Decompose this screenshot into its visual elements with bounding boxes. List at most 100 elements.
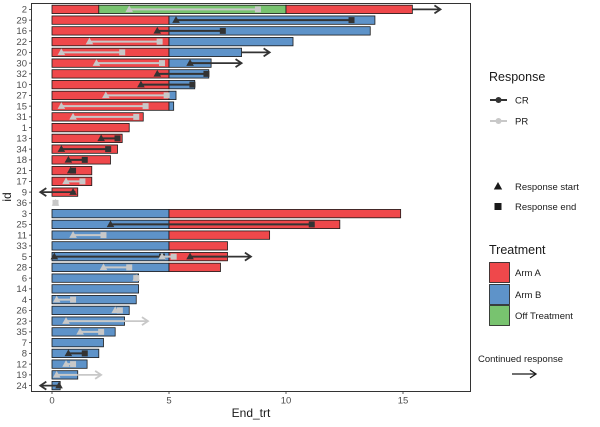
legend-arm-b-label: Arm B [515, 290, 541, 301]
response-start-18-0 [64, 155, 73, 163]
response-start-8-0 [64, 349, 73, 357]
y-tick-label-9: 9 [22, 187, 27, 198]
y-tick-label-14: 14 [16, 284, 27, 295]
response-end-28-0 [126, 264, 133, 271]
row-18 [51, 155, 111, 165]
y-tick-label-11: 11 [17, 230, 27, 241]
row-19 [51, 370, 103, 380]
response-start-31-0 [69, 112, 77, 120]
response-start-4-0 [52, 295, 61, 303]
response-end-20-0 [119, 49, 126, 56]
response-start-11-0 [69, 231, 77, 238]
bar-6-seg-0 [51, 273, 139, 283]
bar-4-seg-0 [51, 295, 137, 305]
bar-22-seg-1 [168, 37, 294, 47]
response-end-6-0 [133, 275, 140, 282]
row-24 [38, 380, 63, 391]
row-9 [38, 187, 79, 197]
bar-1-seg-0 [51, 123, 130, 133]
legend-continued-label: Continued response [478, 354, 563, 365]
response-end-22-0 [156, 38, 163, 45]
response-end-16-0 [219, 27, 226, 34]
x-tick-label-15: 15 [398, 396, 409, 407]
y-tick-label-5: 5 [22, 252, 27, 263]
legend-continued-arrow-icon [529, 369, 538, 379]
legend-response-start-triangle-icon [493, 182, 503, 190]
response-end-2-0 [254, 6, 261, 13]
x-tick-label-0: 0 [49, 396, 54, 407]
response-end-31-0 [133, 113, 140, 120]
row-3 [51, 209, 402, 219]
y-tick-label-3: 3 [22, 209, 27, 220]
y-tick-label-22: 22 [16, 37, 27, 48]
row-4 [51, 295, 137, 305]
response-start-5-1 [158, 252, 166, 260]
y-tick-label-31: 31 [16, 112, 27, 123]
panel-border [31, 3, 471, 392]
row-6 [51, 273, 141, 283]
row-22 [51, 37, 294, 47]
response-start-15-0 [57, 102, 66, 109]
response-start-30-1 [186, 59, 194, 66]
x-tick-label-10: 10 [281, 396, 292, 407]
bar-15-seg-1 [168, 101, 175, 111]
response-start-5-2 [186, 252, 194, 260]
response-end-18-0 [81, 156, 88, 163]
continued-arrow-head-30 [235, 58, 244, 68]
response-end-32-0 [203, 70, 210, 77]
response-start-20-0 [57, 48, 66, 56]
y-tick-label-34: 34 [16, 144, 27, 155]
response-start-28-0 [99, 263, 108, 271]
response-start-5-0 [50, 252, 59, 260]
response-start-34-0 [57, 145, 66, 152]
y-tick-label-24: 24 [16, 381, 27, 392]
y-tick-label-27: 27 [16, 91, 27, 102]
y-tick-label-26: 26 [16, 306, 27, 317]
legend-off-treatment-label: Off Treatment [515, 311, 573, 322]
response-end-17-0 [79, 178, 86, 185]
axes: 2291622203032102715311133418211793632511… [16, 5, 408, 407]
row-10 [51, 80, 196, 90]
row-7 [51, 338, 104, 348]
bar-2-seg-2 [285, 4, 413, 14]
legend-response-end-label: Response end [515, 202, 576, 213]
row-8 [51, 348, 100, 358]
row-36 [51, 198, 60, 206]
response-start-23-0 [62, 317, 70, 324]
bar-11-seg-1 [168, 230, 271, 240]
row-16 [51, 26, 371, 36]
response-start-12-0 [62, 360, 70, 367]
response-start-32-0 [153, 69, 162, 77]
y-tick-label-10: 10 [16, 80, 27, 91]
response-start-25-0 [106, 220, 115, 228]
legend-response-title: Response [489, 70, 545, 84]
y-tick-label-17: 17 [16, 177, 27, 188]
y-tick-label-16: 16 [16, 26, 27, 37]
row-31 [51, 112, 144, 122]
y-tick-label-19: 19 [16, 370, 27, 381]
response-end-25-0 [308, 221, 315, 228]
y-tick-label-13: 13 [16, 134, 27, 145]
bar-11-seg-0 [51, 230, 170, 240]
response-end-4-0 [70, 296, 77, 303]
continued-arrow-head-9 [38, 187, 47, 197]
y-tick-label-1: 1 [22, 123, 27, 134]
response-end-11-0 [100, 232, 107, 239]
bar-33-seg-1 [168, 241, 228, 251]
response-start-19-0 [52, 370, 61, 378]
continued-arrow-head-2 [433, 4, 443, 15]
legend-treatment: Treatment Arm A Arm B Off Treatment [489, 243, 573, 326]
continued-arrow-head-19 [94, 370, 103, 380]
row-25 [51, 219, 341, 229]
y-tick-label-33: 33 [16, 241, 27, 252]
y-tick-label-20: 20 [16, 48, 27, 59]
response-end-15-0 [142, 103, 149, 110]
response-end-5-1 [170, 253, 177, 260]
y-tick-label-18: 18 [16, 155, 27, 166]
response-start-2-0 [125, 5, 134, 13]
response-start-16-0 [153, 26, 162, 34]
bar-28-seg-1 [168, 262, 221, 272]
y-tick-label-32: 32 [16, 69, 27, 80]
response-end-29-0 [348, 17, 355, 24]
